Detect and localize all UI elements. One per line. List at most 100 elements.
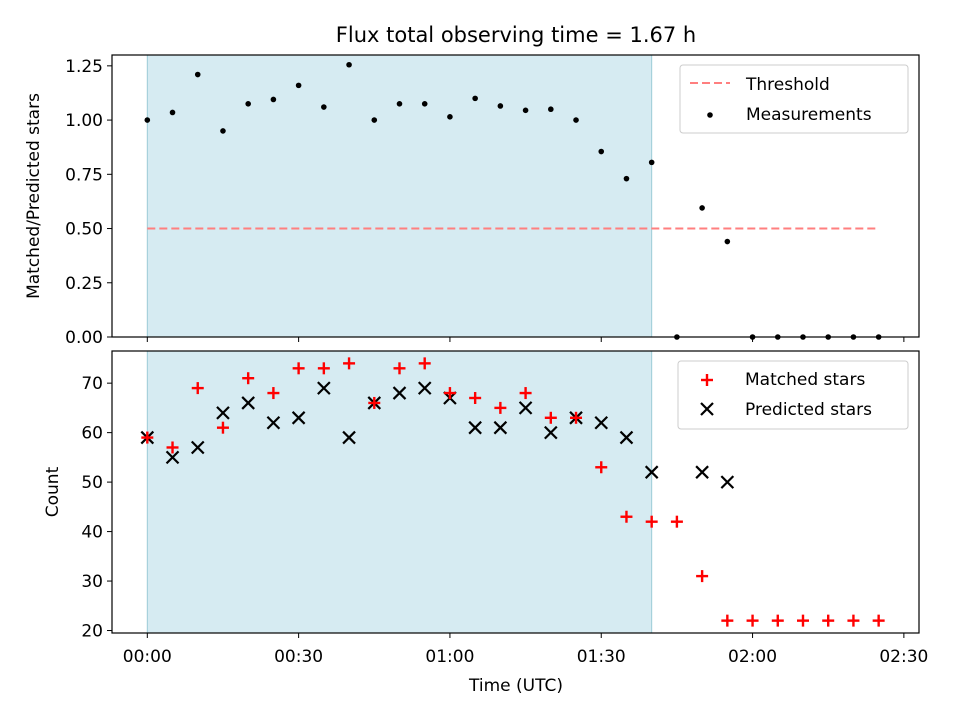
y-tick-label: 60 xyxy=(81,424,103,444)
matched-star-point xyxy=(191,382,204,395)
x-axis-label: Time (UTC) xyxy=(468,676,563,696)
matched-star-point xyxy=(393,362,406,375)
matched-star-point xyxy=(242,372,255,385)
y-tick-label: 0.50 xyxy=(65,220,103,240)
matched-star-point xyxy=(141,431,154,444)
matched-star-point xyxy=(620,510,633,523)
y-tick-label: 0.00 xyxy=(65,328,103,348)
measurement-point xyxy=(346,61,352,68)
measurement-point xyxy=(598,148,605,155)
matched-star-point xyxy=(418,357,431,370)
measurement-point xyxy=(245,101,251,107)
top-legend-box xyxy=(679,64,909,134)
predicted-star-point xyxy=(518,401,533,415)
y-tick-label: 1.00 xyxy=(65,111,103,131)
y-tick-label: 70 xyxy=(81,374,103,394)
predicted-star-point xyxy=(266,415,281,430)
matched-star-point xyxy=(872,614,885,627)
figure-title: Flux total observing time = 1.67 h xyxy=(336,23,696,47)
matched-star-point xyxy=(292,362,305,375)
matched-star-point xyxy=(847,614,860,627)
y-tick-label: 1.25 xyxy=(65,57,103,77)
x-tick-label: 00:30 xyxy=(274,647,323,667)
measurement-point xyxy=(421,101,428,107)
top-axes-frame xyxy=(111,54,920,338)
matched-star-point xyxy=(317,362,330,375)
y-tick-label: 20 xyxy=(81,622,103,642)
bottom-x-ticks: 00:00 00:30 01:00 01:30 02:00 02:30 xyxy=(123,633,928,667)
measurement-point xyxy=(497,103,504,109)
matched-star-point xyxy=(746,614,759,627)
measurement-point xyxy=(144,117,151,123)
top-shaded-region xyxy=(146,54,653,338)
predicted-star-point xyxy=(644,465,659,479)
predicted-star-point xyxy=(619,430,634,445)
measurement-point xyxy=(270,96,277,103)
bottom-panel: 20 30 40 50 60 70 00:00 00:30 01:00 01:30 02:00 02… xyxy=(43,350,928,696)
x-tick-label: 00:00 xyxy=(123,647,172,667)
predicted-star-point xyxy=(165,450,180,465)
top-plot-data xyxy=(144,61,882,340)
top-panel: 0.00 0.25 0.50 0.75 1.00 1.25 Matched/Predict… xyxy=(24,54,920,348)
matched-star-point xyxy=(771,614,784,627)
x-tick-label: 01:30 xyxy=(577,647,626,667)
measurement-point xyxy=(648,159,655,166)
y-tick-label: 0.25 xyxy=(65,274,103,294)
y-tick-label: 50 xyxy=(81,473,103,493)
matched-star-point xyxy=(216,421,229,434)
x-tick-label: 02:00 xyxy=(728,647,777,667)
top-y-ticks: 0.00 0.25 0.50 0.75 1.00 1.25 xyxy=(65,57,112,348)
matched-star-point xyxy=(544,411,557,424)
predicted-star-point xyxy=(216,406,230,420)
bottom-shaded-region xyxy=(146,350,653,634)
matched-star-point xyxy=(721,614,734,627)
predicted-star-point xyxy=(291,411,306,425)
matched-star-point xyxy=(267,387,280,400)
x-tick-label: 02:30 xyxy=(879,647,928,667)
measurement-point xyxy=(522,107,529,114)
legend-matched-label: Matched stars xyxy=(745,370,865,390)
measurement-point xyxy=(295,82,302,89)
measurement-point xyxy=(724,238,731,245)
matched-star-point xyxy=(822,614,835,627)
bottom-y-axis-label: Count xyxy=(43,466,63,517)
measurement-point xyxy=(321,104,327,110)
measurement-point xyxy=(472,95,478,102)
predicted-star-point xyxy=(493,420,508,435)
predicted-star-point xyxy=(241,396,255,410)
legend-matched-marker xyxy=(701,374,713,386)
matched-star-point xyxy=(368,396,381,409)
top-y-axis-label: Matched/Predicted stars xyxy=(24,93,44,299)
predicted-star-point xyxy=(317,381,331,395)
y-tick-label: 40 xyxy=(81,523,103,543)
predicted-star-point xyxy=(695,465,709,479)
matched-star-point xyxy=(796,614,809,627)
measurement-point xyxy=(371,117,378,123)
predicted-star-point xyxy=(544,425,558,440)
measurement-point xyxy=(699,205,705,211)
predicted-star-point xyxy=(342,430,356,445)
legend-predicted-label: Predicted stars xyxy=(745,400,872,420)
measurement-point xyxy=(396,101,403,107)
legend-threshold-label: Threshold xyxy=(745,75,830,95)
matched-star-point xyxy=(494,401,507,414)
predicted-star-point xyxy=(720,475,735,489)
measurement-point xyxy=(447,114,453,120)
bottom-legend: Matched stars Predicted stars xyxy=(677,360,909,430)
measurement-point xyxy=(623,175,630,182)
matched-star-point xyxy=(696,570,709,583)
bottom-legend-box xyxy=(677,360,909,430)
matched-star-point xyxy=(595,461,608,474)
predicted-star-point xyxy=(417,381,432,395)
y-tick-label: 30 xyxy=(81,572,103,592)
measurement-point xyxy=(548,106,554,113)
measurement-point xyxy=(194,71,201,78)
matched-star-point xyxy=(443,387,456,400)
y-tick-label: 0.75 xyxy=(65,165,103,185)
matched-star-point xyxy=(645,515,658,528)
predicted-star-point xyxy=(190,440,205,455)
predicted-star-point xyxy=(468,420,482,435)
x-tick-label: 01:00 xyxy=(425,647,474,667)
predicted-star-point xyxy=(594,415,609,430)
